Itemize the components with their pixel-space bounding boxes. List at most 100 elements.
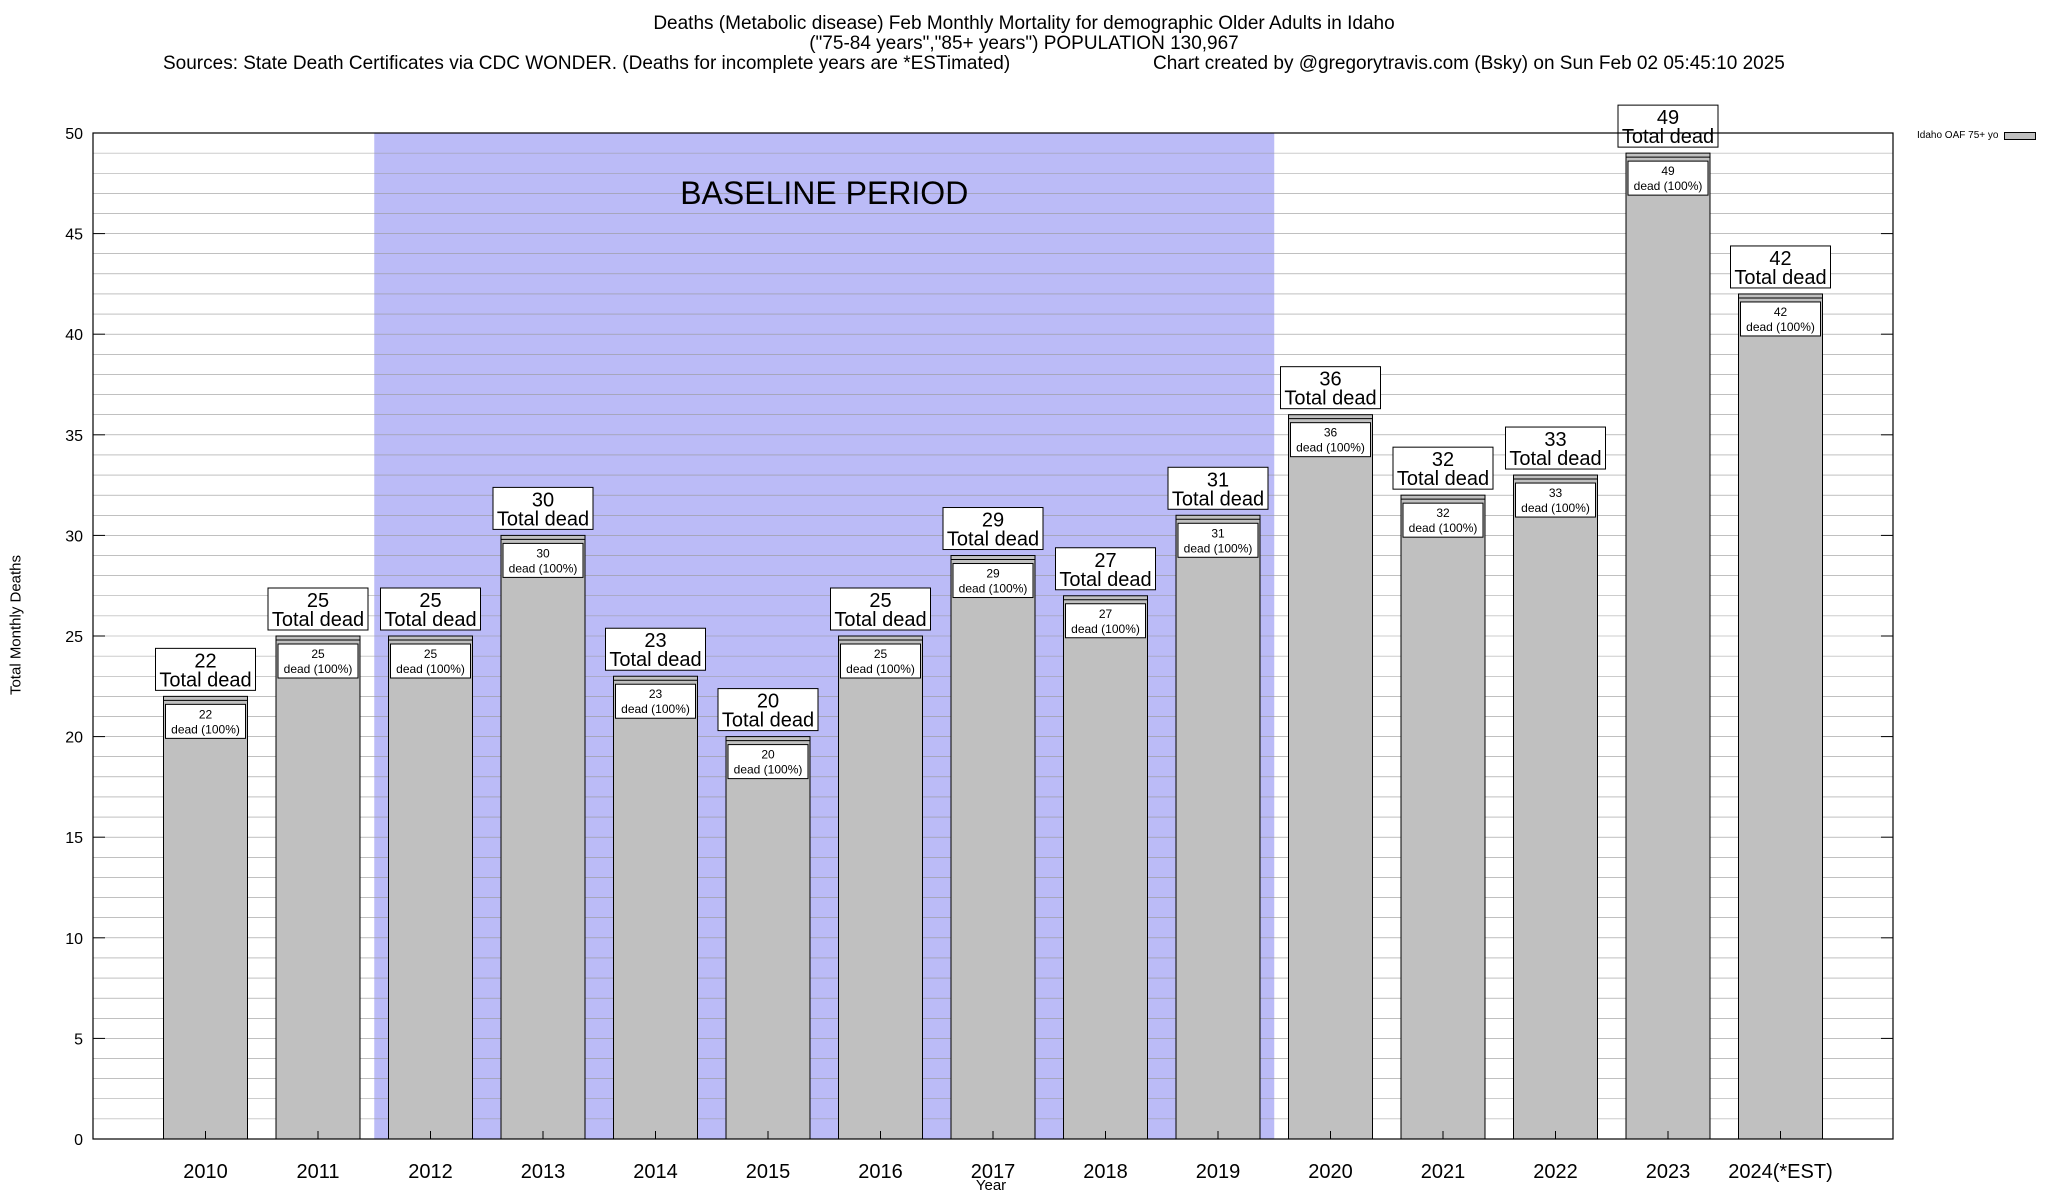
bar-inner-text: dead (100%): [1071, 622, 1140, 636]
legend-swatch: [2004, 131, 2037, 140]
bar-inner-label-box: [1290, 422, 1371, 458]
bar-data-label-text: Total dead: [1622, 126, 1714, 148]
bar-inner-text: dead (100%): [1409, 521, 1478, 535]
bar-data-label: 25: [307, 590, 329, 612]
bar-data-label: 31: [1207, 469, 1229, 491]
bar-inner-value: 25: [874, 647, 888, 661]
bar-top-label-box: [1392, 446, 1494, 490]
bar-inner-text: dead (100%): [1521, 501, 1590, 515]
bar-data-label: 29: [982, 510, 1004, 532]
legend-label: Idaho OAF 75+ yo: [1917, 130, 1999, 141]
bar: [613, 675, 698, 1140]
bar-data-label-text: Total dead: [384, 609, 476, 631]
bar-data-label-text: Total dead: [1734, 267, 1826, 289]
bar-data-label-text: Total dead: [609, 649, 701, 671]
bar: [1738, 293, 1823, 1140]
x-tick-label: 2014: [633, 1161, 678, 1183]
x-tick-label: 2017: [971, 1161, 1016, 1183]
x-tick-label: 2012: [408, 1161, 453, 1183]
bar-data-label-text: Total dead: [497, 508, 589, 530]
bar-inner-text: dead (100%): [1634, 179, 1703, 193]
chart-title: Deaths (Metabolic disease) Feb Monthly M…: [653, 13, 1395, 34]
bar-data-label: 32: [1432, 449, 1454, 471]
bar-data-label-text: Total dead: [272, 609, 364, 631]
bar: [1400, 494, 1486, 1140]
bar-data-label-text: Total dead: [1284, 388, 1376, 410]
bar-top-label-box: [1280, 366, 1381, 410]
bar-top-label-box: [155, 647, 256, 691]
x-tick-label: 2011: [296, 1161, 339, 1183]
plot-border: [92, 132, 1894, 1140]
bar-inner-text: dead (100%): [1184, 541, 1253, 555]
bar-data-label: 23: [644, 630, 666, 652]
bar: [388, 635, 473, 1140]
bar-top-label-box: [1055, 547, 1156, 591]
x-tick-label: 2021: [1421, 1161, 1466, 1183]
bar: [950, 555, 1036, 1140]
bar-inner-text: dead (100%): [959, 582, 1028, 596]
bar-inner-label-box: [1065, 603, 1146, 639]
bar-inner-text: dead (100%): [396, 662, 465, 676]
bar-inner-label-box: [727, 744, 809, 780]
bar-inner-value: 20: [761, 748, 775, 762]
y-tick-label: 35: [65, 428, 83, 445]
bar-data-label-text: Total dead: [159, 669, 251, 691]
x-tick-label: 2013: [521, 1161, 566, 1183]
y-tick-label: 10: [65, 931, 83, 948]
bar-top-label-box: [1167, 466, 1269, 510]
bar-inner-label-box: [1627, 160, 1709, 196]
bar-top-label-box: [605, 627, 706, 671]
bar: [1625, 152, 1711, 1140]
bar-inner-text: dead (100%): [509, 561, 578, 575]
bar-data-label-text: Total dead: [1397, 468, 1489, 490]
y-tick-label: 15: [65, 830, 83, 847]
bar-top-label-box: [830, 587, 931, 631]
bar: [500, 534, 586, 1140]
bar: [163, 695, 248, 1140]
bar-inner-value: 27: [1099, 607, 1113, 621]
bar-inner-label-box: [277, 643, 359, 679]
bar-inner-label-box: [165, 703, 246, 739]
y-tick-label: 5: [74, 1031, 83, 1048]
bar-inner-label-box: [1402, 502, 1484, 538]
x-axis-label: Year: [975, 1177, 1007, 1194]
bar-top-label-box: [1617, 104, 1719, 148]
bar: [1288, 414, 1373, 1140]
bar-top-label-box: [717, 688, 819, 732]
bar-inner-value: 32: [1436, 506, 1450, 520]
y-tick-label: 20: [65, 730, 83, 747]
x-tick-label: 2015: [746, 1161, 791, 1183]
x-tick-label: 2024(*EST): [1728, 1161, 1833, 1183]
bar-top-label-box: [380, 587, 481, 631]
bar: [1513, 474, 1598, 1140]
bar-inner-text: dead (100%): [1296, 441, 1365, 455]
bar-inner-label-box: [502, 542, 584, 578]
bar: [838, 635, 923, 1140]
bar-inner-value: 36: [1324, 426, 1338, 440]
y-tick-label: 45: [65, 227, 83, 244]
bar-inner-value: 22: [199, 707, 213, 721]
bar-top-label-box: [1505, 426, 1606, 470]
y-tick-label: 50: [65, 126, 83, 143]
bar-top-label-box: [267, 587, 369, 631]
bar-data-label: 36: [1319, 369, 1341, 391]
bar: [725, 736, 811, 1140]
bar-inner-text: dead (100%): [1746, 320, 1815, 334]
bar-inner-value: 33: [1549, 486, 1563, 500]
bar-top-label-box: [1730, 245, 1831, 289]
x-tick-label: 2022: [1533, 1161, 1578, 1183]
bar-inner-label-box: [1515, 482, 1596, 518]
bar-data-label: 22: [194, 650, 216, 672]
y-tick-label: 30: [65, 528, 83, 545]
x-tick-label: 2023: [1646, 1161, 1691, 1183]
legend: Idaho OAF 75+ yo: [1917, 130, 2037, 141]
bar-inner-value: 49: [1661, 164, 1675, 178]
bar-data-label: 49: [1657, 107, 1679, 129]
bar-inner-label-box: [1177, 522, 1259, 558]
y-tick-label: 40: [65, 327, 83, 344]
bar-data-label: 42: [1769, 248, 1791, 270]
bar-top-label-box: [492, 486, 594, 530]
bar-inner-label-box: [390, 643, 471, 679]
bar-data-label-text: Total dead: [834, 609, 926, 631]
